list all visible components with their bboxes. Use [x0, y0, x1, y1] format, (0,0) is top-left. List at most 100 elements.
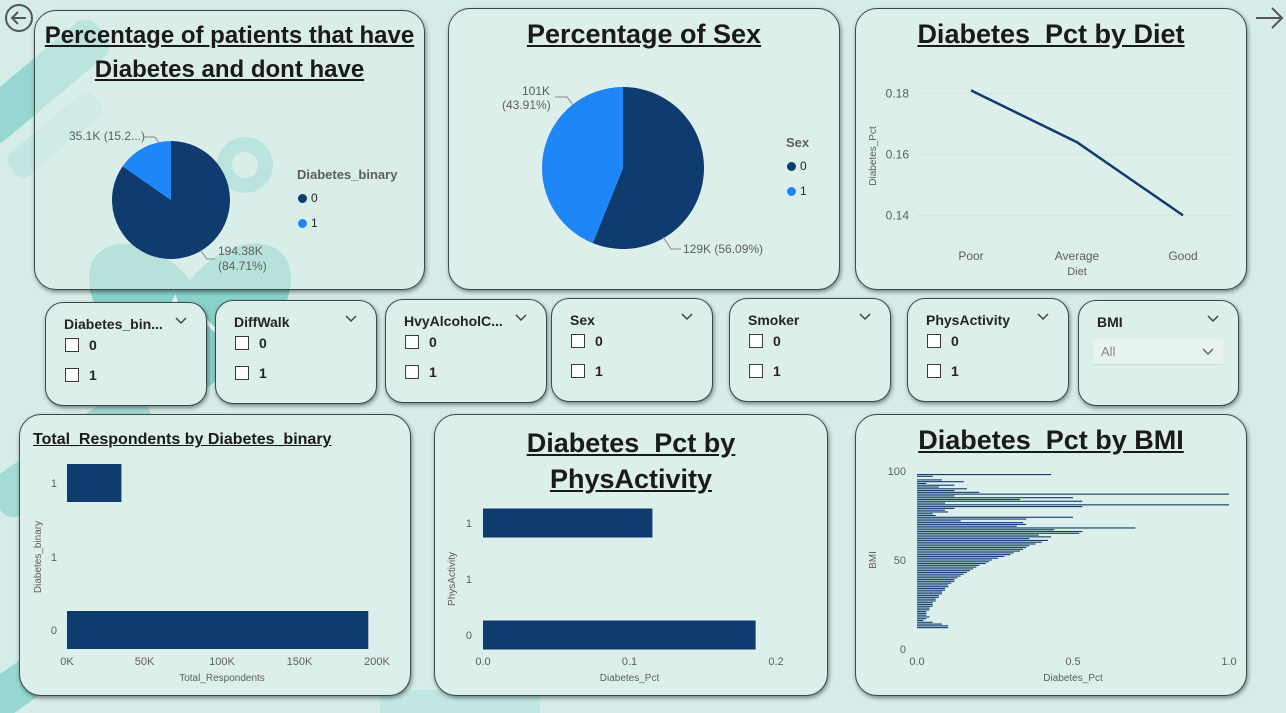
bmi-bar [917, 621, 933, 623]
slicer-title: Diabetes_bin... [64, 316, 163, 332]
bar-bmi-chart: 100 50 00.0 0.5 1.0 Diabetes_Pct BMI [868, 466, 1237, 684]
checkbox[interactable] [927, 364, 941, 378]
checkbox[interactable] [65, 368, 79, 382]
bmi-bar [917, 561, 989, 563]
bmi-bar [917, 552, 1014, 554]
x-tick-label: 0.2 [768, 656, 783, 668]
bmi-bar [917, 523, 1027, 525]
slicer-option[interactable]: 1 [235, 365, 267, 381]
checkbox[interactable] [405, 365, 419, 379]
y-axis-title: PhysActivity [447, 552, 458, 606]
slicer-option[interactable]: 0 [65, 337, 97, 353]
bmi-bar [917, 589, 946, 591]
bmi-bar [917, 568, 974, 570]
bmi-bar [917, 545, 1030, 547]
y-tick-label: 0 [900, 644, 906, 656]
bmi-dropdown[interactable]: All [1093, 339, 1223, 365]
leader-line [662, 236, 681, 250]
bar-physactivity-card: Diabetes_Pct by PhysActivity 1 0 1 0.0 0.1 0.… [434, 414, 828, 696]
bmi-bar [917, 554, 1011, 556]
slicer-3: Sex 0 1 [551, 298, 713, 402]
slicer-option[interactable]: 1 [571, 363, 603, 379]
pie-sex-chart [542, 87, 704, 250]
option-label: 1 [429, 364, 437, 380]
line-diet-chart: 0.18 0.16 0.14 Poor Average Good Diet Diabetes_… [868, 86, 1236, 278]
chevron-down-icon[interactable] [174, 314, 188, 328]
bmi-bar [917, 475, 933, 477]
bmi-bar [917, 579, 955, 581]
chevron-down-icon[interactable] [1201, 345, 1215, 359]
line-diet-card: Diabetes_Pct by Diet 0.18 0.16 0.14 Poor Ave… [855, 8, 1247, 290]
legend-title: Diabetes_binary [297, 167, 398, 182]
slicer-option[interactable]: 0 [927, 333, 959, 349]
slicer-1: DiffWalk 0 1 [215, 300, 377, 404]
chevron-down-icon[interactable] [514, 311, 528, 325]
arrow-right-icon[interactable] [1252, 2, 1286, 36]
checkbox[interactable] [405, 335, 419, 349]
bmi-bar [917, 502, 946, 504]
y-tick-label: 1 [466, 574, 472, 586]
slicer-4: Smoker 0 1 [729, 298, 891, 402]
x-axis-title: Diabetes_Pct [600, 673, 660, 684]
circle-arrow-left-icon[interactable] [2, 2, 36, 36]
bmi-bar [917, 532, 1080, 534]
bar-physactivity-chart: 1 0 1 0.0 0.1 0.2 Diabetes_Pct PhysActivity [447, 508, 784, 684]
slicer-option[interactable]: 1 [65, 367, 97, 383]
slicer-option[interactable]: 0 [405, 334, 437, 350]
option-label: 1 [773, 363, 781, 379]
option-label: 0 [951, 333, 959, 349]
slicer-title: PhysActivity [926, 312, 1011, 328]
bar-0 [483, 508, 653, 538]
legend-item-0[interactable]: 0 [298, 191, 318, 205]
checkbox[interactable] [235, 336, 249, 350]
y-tick-label: 1 [51, 552, 57, 564]
y-axis-title: Diabetes_binary [33, 521, 44, 593]
data-label-0: 194.38K (84.71%) [218, 244, 267, 273]
slicer-option[interactable]: 1 [927, 363, 959, 379]
slicer-option[interactable]: 0 [235, 335, 267, 351]
slicer-title: HvyAlcoholC... [404, 313, 503, 329]
bmi-bar [917, 518, 1027, 520]
y-tick-label: 1 [466, 518, 472, 530]
slicer-title: DiffWalk [234, 314, 290, 330]
checkbox[interactable] [749, 364, 763, 378]
pie-sex-card: Percentage of Sex Sex 0 1 101K (43.91%) 1… [448, 8, 840, 290]
pie-diabetes-chart [112, 136, 230, 260]
slicer-option[interactable]: 1 [749, 363, 781, 379]
checkbox[interactable] [571, 334, 585, 348]
legend-item-1[interactable]: 1 [298, 216, 318, 230]
checkbox[interactable] [749, 334, 763, 348]
legend-item-0[interactable]: 0 [787, 159, 807, 173]
slicer-title: BMI [1097, 314, 1123, 330]
slicer-option[interactable]: 0 [571, 333, 603, 349]
chevron-down-icon[interactable] [680, 310, 694, 324]
bmi-bar [917, 563, 986, 565]
chevron-down-icon[interactable] [344, 312, 358, 326]
x-tick-label: 200K [364, 656, 390, 668]
bmi-bar [917, 586, 949, 588]
checkbox[interactable] [235, 366, 249, 380]
checkbox[interactable] [571, 364, 585, 378]
slicer-option[interactable]: 0 [749, 333, 781, 349]
bmi-bar [917, 482, 927, 485]
bmi-bar [917, 529, 1055, 531]
bmi-bar [917, 573, 964, 575]
chevron-down-icon[interactable] [1206, 312, 1220, 326]
x-axis-title: Diabetes_Pct [1043, 673, 1103, 684]
bmi-bar [917, 481, 964, 483]
x-tick-label: Average [1055, 249, 1100, 263]
bmi-bar [917, 511, 949, 513]
legend-item-1[interactable]: 1 [787, 184, 807, 198]
bmi-bar [917, 607, 930, 609]
checkbox[interactable] [927, 334, 941, 348]
leader-line [200, 250, 215, 260]
chevron-down-icon[interactable] [1036, 310, 1050, 324]
bmi-bar [917, 484, 955, 486]
bmi-bar [917, 591, 942, 593]
checkbox[interactable] [65, 338, 79, 352]
slicer-option[interactable]: 1 [405, 364, 437, 380]
bmi-bar [917, 543, 1036, 545]
option-label: 0 [429, 334, 437, 350]
chevron-down-icon[interactable] [858, 310, 872, 324]
bmi-bar [917, 534, 1039, 536]
